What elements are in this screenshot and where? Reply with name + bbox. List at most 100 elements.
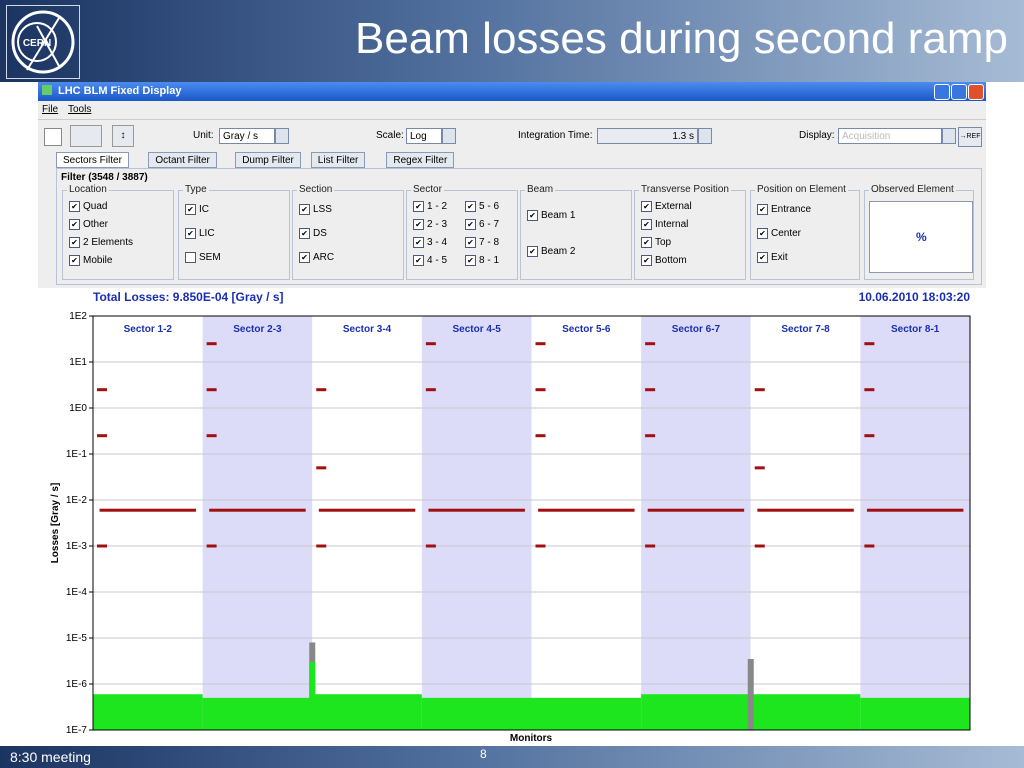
point: [428, 508, 525, 512]
checkbox[interactable]: ✔: [641, 201, 652, 212]
checkbox-item[interactable]: SEM: [185, 252, 221, 263]
group-title: Location: [67, 184, 109, 195]
app-icon: [42, 85, 52, 95]
ref-button[interactable]: →REF: [958, 127, 982, 147]
slide-header: CERN Beam losses during second ramp: [0, 0, 1024, 82]
checkbox-item[interactable]: ✔ Exit: [757, 252, 788, 263]
checkbox[interactable]: ✔: [69, 219, 80, 230]
checkbox[interactable]: ✔: [413, 237, 424, 248]
checkbox-item[interactable]: ✔ Bottom: [641, 255, 687, 266]
checkbox[interactable]: [185, 252, 196, 263]
checkbox-item[interactable]: ✔ 2 - 3: [413, 219, 447, 230]
checkbox-item[interactable]: ✔ Top: [641, 237, 671, 248]
checkbox-item[interactable]: ✔ External: [641, 201, 692, 212]
page-number: 8: [480, 747, 487, 761]
y-tick-label: 1E-2: [66, 495, 88, 506]
checkbox[interactable]: ✔: [465, 219, 476, 230]
checkbox-item[interactable]: ✔ Other: [69, 219, 108, 230]
checkbox[interactable]: ✔: [641, 219, 652, 230]
checkbox-item[interactable]: ✔ 1 - 2: [413, 201, 447, 212]
filter-group: Section ✔ LSS ✔ DS ✔ ARC: [292, 184, 404, 280]
checkbox-item[interactable]: ✔ Mobile: [69, 255, 112, 266]
point: [647, 508, 745, 512]
checkbox[interactable]: ✔: [299, 204, 310, 215]
checkbox-label: Beam 2: [541, 246, 576, 258]
checkbox[interactable]: ✔: [757, 204, 768, 215]
checkbox[interactable]: ✔: [757, 252, 768, 263]
tab[interactable]: Octant Filter: [148, 152, 217, 168]
checkbox[interactable]: ✔: [69, 237, 80, 248]
display-select[interactable]: Acquisition: [838, 128, 942, 144]
point: [754, 388, 765, 392]
checkbox-item[interactable]: ✔ ARC: [299, 252, 334, 263]
checkbox-item[interactable]: ✔ Beam 2: [527, 246, 575, 257]
checkbox[interactable]: ✔: [299, 252, 310, 263]
checkbox[interactable]: ✔: [465, 237, 476, 248]
footer-text: 8:30 meeting: [10, 749, 91, 765]
checkbox-item[interactable]: ✔ Entrance: [757, 204, 811, 215]
integration-select[interactable]: 1.3 s: [597, 128, 698, 144]
maximize-button[interactable]: [951, 84, 967, 100]
checkbox-item[interactable]: ✔ Center: [757, 228, 801, 239]
unit-arrow[interactable]: [275, 128, 289, 144]
checkbox[interactable]: ✔: [527, 246, 538, 257]
point: [97, 544, 107, 548]
fit-button[interactable]: [44, 128, 62, 146]
checkbox[interactable]: ✔: [69, 201, 80, 212]
close-button[interactable]: [968, 84, 984, 100]
menu-item[interactable]: File: [42, 104, 59, 115]
sector-label: Sector 6-7: [672, 324, 721, 335]
checkbox-label: Mobile: [83, 255, 113, 267]
checkbox-item[interactable]: ✔ LSS: [299, 204, 332, 215]
menu-item[interactable]: Tools: [68, 104, 92, 115]
unit-select[interactable]: Gray / s: [219, 128, 275, 144]
checkbox[interactable]: ✔: [413, 255, 424, 266]
group-title: Section: [297, 184, 335, 195]
point: [99, 508, 197, 512]
checkbox-item[interactable]: ✔ Beam 1: [527, 210, 575, 221]
scale-arrow[interactable]: [442, 128, 456, 144]
checkbox[interactable]: ✔: [413, 219, 424, 230]
checkbox[interactable]: ✔: [413, 201, 424, 212]
bar: [641, 694, 751, 730]
point: [535, 544, 546, 548]
checkbox[interactable]: ✔: [527, 210, 538, 221]
checkbox[interactable]: ✔: [69, 255, 80, 266]
checkbox-item[interactable]: ✔ DS: [299, 228, 327, 239]
checkbox-label: External: [655, 201, 692, 213]
checkbox[interactable]: ✔: [465, 255, 476, 266]
checkbox-item[interactable]: ✔ 3 - 4: [413, 237, 447, 248]
checkbox-item[interactable]: ✔ Quad: [69, 201, 107, 212]
tab[interactable]: Sectors Filter: [56, 152, 129, 168]
vertical-button[interactable]: ↕: [112, 125, 134, 147]
point: [425, 544, 436, 548]
checkbox[interactable]: ✔: [757, 228, 768, 239]
checkbox-item[interactable]: ✔ 5 - 6: [465, 201, 499, 212]
checkbox-label: ARC: [313, 252, 335, 264]
checkbox-item[interactable]: ✔ IC: [185, 204, 209, 215]
tab[interactable]: Regex Filter: [386, 152, 455, 168]
tab[interactable]: Dump Filter: [235, 152, 301, 168]
checkbox-item[interactable]: ✔ LIC: [185, 228, 215, 239]
scale-select[interactable]: Log: [406, 128, 442, 144]
minimize-button[interactable]: [934, 84, 950, 100]
checkbox-item[interactable]: ✔ 4 - 5: [413, 255, 447, 266]
checkbox-item[interactable]: ✔ 6 - 7: [465, 219, 499, 230]
point: [864, 434, 875, 438]
display-arrow[interactable]: [942, 128, 956, 144]
filter-group: Observed Element%: [864, 184, 974, 280]
zoom-button[interactable]: [70, 125, 102, 147]
checkbox[interactable]: ✔: [185, 204, 196, 215]
checkbox-item[interactable]: ✔ Internal: [641, 219, 688, 230]
checkbox[interactable]: ✔: [299, 228, 310, 239]
integration-arrow[interactable]: [698, 128, 712, 144]
checkbox-item[interactable]: ✔ 7 - 8: [465, 237, 499, 248]
checkbox[interactable]: ✔: [641, 237, 652, 248]
checkbox[interactable]: ✔: [185, 228, 196, 239]
checkbox-item[interactable]: ✔ 8 - 1: [465, 255, 499, 266]
bar: [202, 697, 313, 730]
checkbox[interactable]: ✔: [641, 255, 652, 266]
tab[interactable]: List Filter: [310, 152, 366, 168]
checkbox-item[interactable]: ✔ 2 Elements: [69, 237, 133, 248]
checkbox[interactable]: ✔: [465, 201, 476, 212]
